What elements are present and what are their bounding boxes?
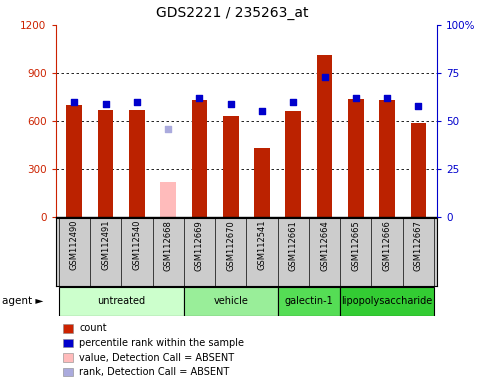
Bar: [67, 105, 82, 217]
Text: lipopolysaccharide: lipopolysaccharide: [341, 296, 433, 306]
Text: GSM112668: GSM112668: [164, 220, 172, 271]
Text: GSM112670: GSM112670: [226, 220, 235, 271]
Text: untreated: untreated: [97, 296, 145, 306]
Text: percentile rank within the sample: percentile rank within the sample: [79, 338, 244, 348]
Text: GDS2221 / 235263_at: GDS2221 / 235263_at: [156, 6, 308, 20]
Point: [102, 101, 110, 107]
Point: [352, 95, 360, 101]
Bar: [192, 100, 207, 217]
Bar: [278, 287, 340, 316]
Text: GSM112661: GSM112661: [289, 220, 298, 271]
Text: GSM112665: GSM112665: [351, 220, 360, 271]
Text: galectin-1: galectin-1: [284, 296, 333, 306]
Point: [383, 95, 391, 101]
Point: [414, 103, 422, 109]
Text: GSM112490: GSM112490: [70, 220, 79, 270]
Bar: [348, 99, 364, 217]
Text: count: count: [79, 323, 107, 333]
Point: [164, 126, 172, 132]
Text: agent ►: agent ►: [2, 296, 44, 306]
Bar: [411, 122, 426, 217]
Bar: [184, 287, 278, 316]
Point: [227, 101, 235, 107]
Text: rank, Detection Call = ABSENT: rank, Detection Call = ABSENT: [79, 367, 229, 377]
Bar: [379, 100, 395, 217]
Bar: [340, 287, 434, 316]
Text: GSM112541: GSM112541: [257, 220, 267, 270]
Bar: [58, 287, 184, 316]
Text: value, Detection Call = ABSENT: value, Detection Call = ABSENT: [79, 353, 234, 362]
Text: vehicle: vehicle: [213, 296, 248, 306]
Point: [258, 108, 266, 114]
Text: GSM112664: GSM112664: [320, 220, 329, 271]
Text: GSM112491: GSM112491: [101, 220, 110, 270]
Text: GSM112669: GSM112669: [195, 220, 204, 271]
Bar: [254, 148, 270, 217]
Bar: [223, 116, 239, 217]
Text: GSM112667: GSM112667: [414, 220, 423, 271]
Point: [321, 74, 328, 80]
Bar: [98, 110, 114, 217]
Text: GSM112540: GSM112540: [132, 220, 142, 270]
Bar: [160, 182, 176, 217]
Point: [196, 95, 203, 101]
Text: GSM112666: GSM112666: [383, 220, 392, 271]
Point: [71, 99, 78, 105]
Bar: [317, 55, 332, 217]
Point: [289, 99, 297, 105]
Bar: [285, 111, 301, 217]
Bar: [129, 110, 145, 217]
Point: [133, 99, 141, 105]
